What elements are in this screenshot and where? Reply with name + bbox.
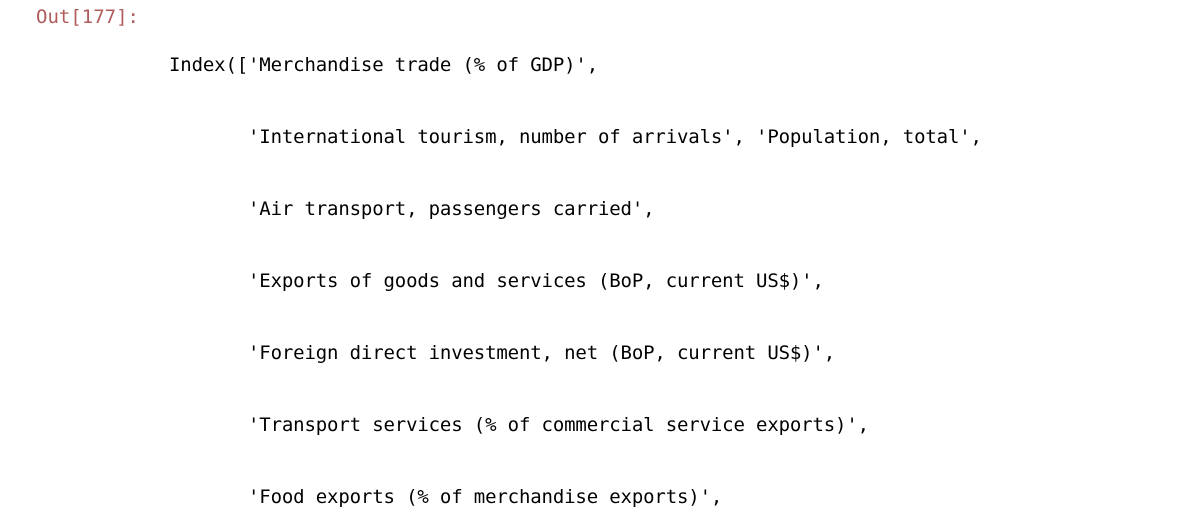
output-prompt: Out[177]: (36, 6, 139, 28)
output-line: Index(['Merchandise trade (% of GDP)', (169, 54, 598, 76)
output-line: 'Exports of goods and services (BoP, cur… (169, 270, 824, 292)
output-line: 'Food exports (% of merchandise exports)… (169, 486, 723, 508)
output-area: Index(['Merchandise trade (% of GDP)', '… (169, 5, 1200, 524)
output-line: 'Foreign direct investment, net (BoP, cu… (169, 342, 836, 364)
output-line: 'Transport services (% of commercial ser… (169, 414, 869, 436)
output-line: 'International tourism, number of arriva… (169, 126, 982, 148)
output-line: 'Air transport, passengers carried', (169, 198, 655, 220)
